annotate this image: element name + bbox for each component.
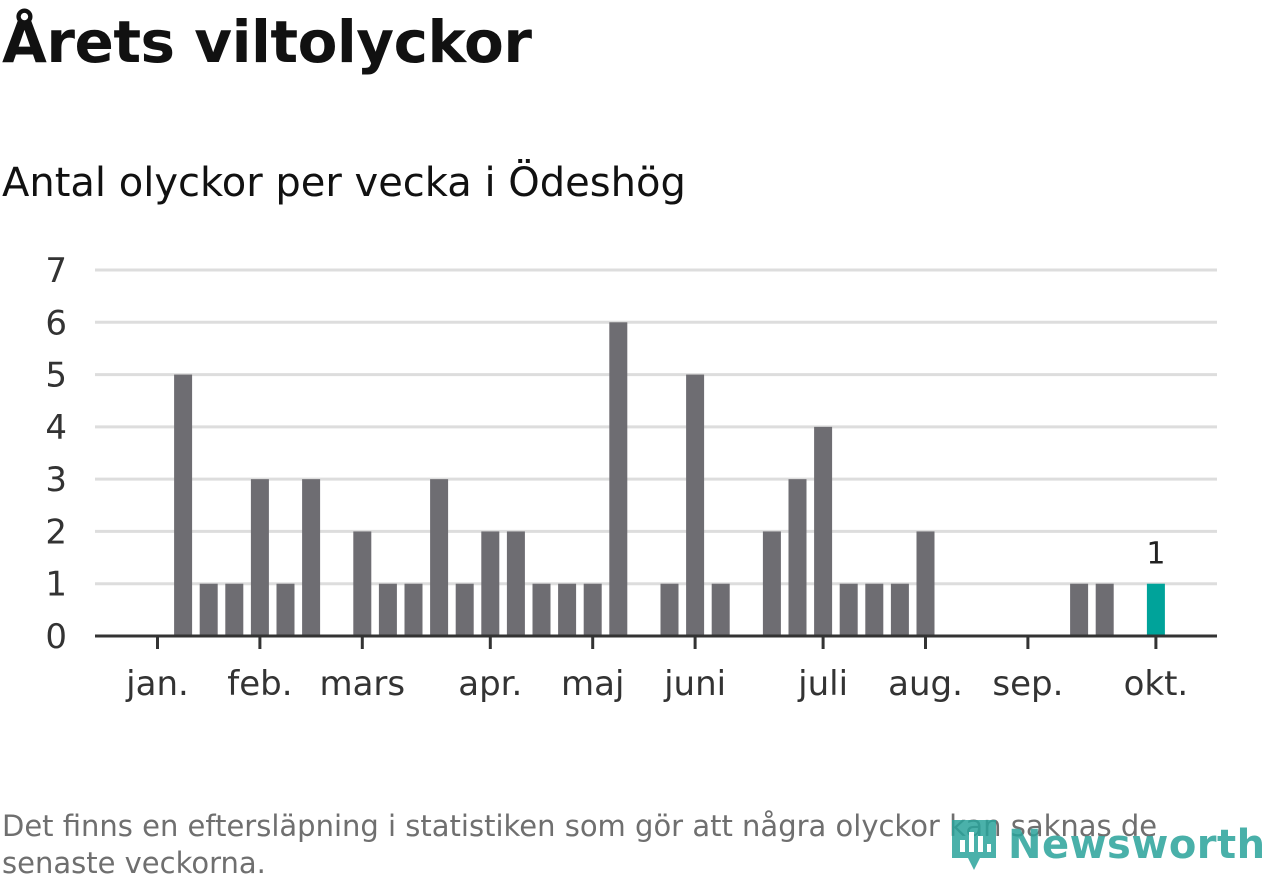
x-tick-label: feb. xyxy=(227,664,292,704)
x-tick-label: mars xyxy=(319,664,405,704)
bar xyxy=(711,583,730,636)
y-tick-label: 7 xyxy=(45,251,67,291)
bar xyxy=(430,479,449,636)
y-tick-label: 1 xyxy=(45,565,67,605)
y-tick-label: 0 xyxy=(45,617,67,657)
brand-name: Newsworthy xyxy=(1008,822,1262,868)
bar xyxy=(890,583,909,636)
bar xyxy=(532,583,551,636)
x-tick-label: sep. xyxy=(992,664,1063,704)
data-labels: 1 xyxy=(1146,537,1165,572)
bar xyxy=(558,583,577,636)
x-tick-label: aug. xyxy=(888,664,963,704)
x-axis-ticks: jan. feb. mars apr. maj juni juli aug. sep. okt. xyxy=(125,636,1188,704)
bar xyxy=(353,531,372,636)
x-tick-label: apr. xyxy=(458,664,522,704)
y-tick-label: 3 xyxy=(45,460,67,500)
y-tick-label: 2 xyxy=(45,512,67,552)
bar xyxy=(481,531,500,636)
bar xyxy=(378,583,397,636)
x-tick-label: juli xyxy=(797,664,848,704)
bar xyxy=(839,583,858,636)
bar xyxy=(276,583,295,636)
bar xyxy=(609,322,628,636)
y-tick-label: 4 xyxy=(45,408,67,448)
chart-title: Årets viltolyckor xyxy=(2,8,532,76)
bar xyxy=(814,426,833,636)
y-tick-label: 6 xyxy=(45,303,67,343)
x-tick-label: maj xyxy=(561,664,624,704)
bar xyxy=(686,374,705,636)
x-tick-label: juni xyxy=(663,664,726,704)
bars xyxy=(174,322,1165,636)
x-tick-label: okt. xyxy=(1124,664,1189,704)
bar xyxy=(250,479,269,636)
x-tick-label: jan. xyxy=(125,664,189,704)
data-label: 1 xyxy=(1146,537,1165,572)
bar xyxy=(762,531,781,636)
bar xyxy=(506,531,525,636)
bar xyxy=(174,374,193,636)
bar xyxy=(302,479,321,636)
bar-highlight xyxy=(1146,583,1165,636)
bar xyxy=(660,583,679,636)
chart-subtitle: Antal olyckor per vecka i Ödeshög xyxy=(2,160,686,206)
bar xyxy=(865,583,884,636)
newsworthy-logo: Newsworthy xyxy=(950,818,1262,872)
bar xyxy=(916,531,935,636)
bar xyxy=(404,583,423,636)
bar xyxy=(225,583,244,636)
bar xyxy=(788,479,807,636)
bar xyxy=(199,583,218,636)
bar xyxy=(455,583,474,636)
bar xyxy=(583,583,602,636)
bar xyxy=(1070,583,1089,636)
y-axis-ticks: 0 1 2 3 4 5 6 7 xyxy=(45,251,67,657)
newsworthy-chart-icon xyxy=(952,820,996,870)
y-tick-label: 5 xyxy=(45,356,67,396)
bar xyxy=(1095,583,1114,636)
